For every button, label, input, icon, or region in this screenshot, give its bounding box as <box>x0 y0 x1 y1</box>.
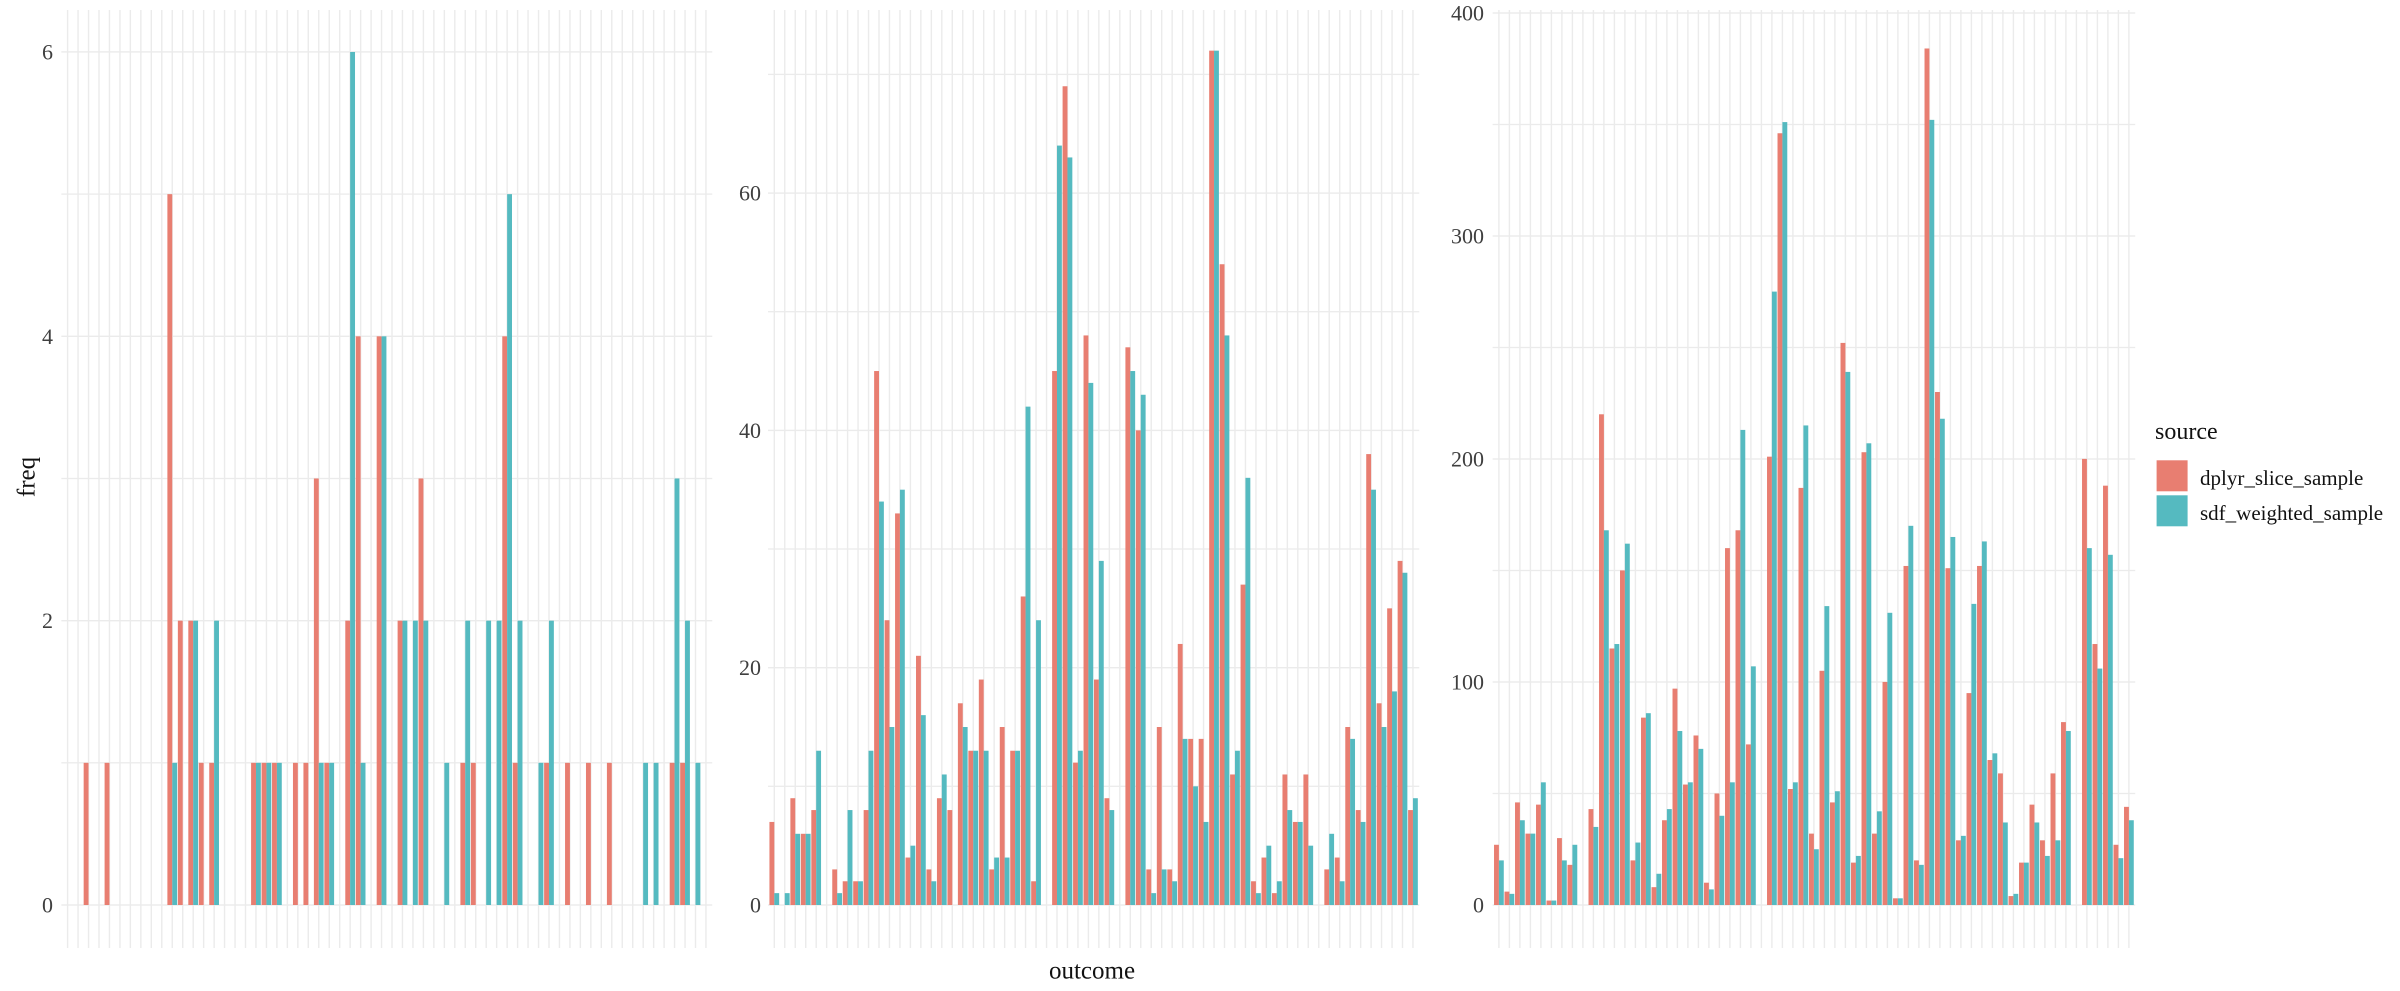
svg-text:sdf_weighted_sample: sdf_weighted_sample <box>2200 501 2383 525</box>
svg-text:0: 0 <box>1473 893 1484 918</box>
svg-text:4: 4 <box>42 324 53 349</box>
svg-text:60: 60 <box>739 181 761 206</box>
svg-text:2: 2 <box>42 608 53 633</box>
svg-text:6: 6 <box>42 39 53 64</box>
svg-text:freq: freq <box>14 456 41 497</box>
svg-text:20: 20 <box>739 655 761 680</box>
svg-text:300: 300 <box>1451 224 1484 249</box>
svg-text:outcome: outcome <box>1049 958 1135 985</box>
svg-text:source: source <box>2155 419 2218 445</box>
svg-text:400: 400 <box>1451 1 1484 26</box>
svg-text:100: 100 <box>1451 670 1484 695</box>
svg-text:0: 0 <box>750 893 761 918</box>
svg-text:200: 200 <box>1451 447 1484 472</box>
svg-text:40: 40 <box>739 418 761 443</box>
svg-text:dplyr_slice_sample: dplyr_slice_sample <box>2200 466 2363 490</box>
svg-text:0: 0 <box>42 893 53 918</box>
